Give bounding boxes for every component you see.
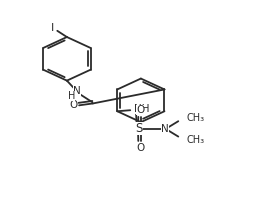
Text: H: H — [68, 91, 75, 101]
Text: N: N — [162, 124, 169, 134]
Text: CH₃: CH₃ — [186, 113, 204, 123]
Text: O: O — [136, 105, 144, 115]
Text: O: O — [136, 143, 144, 153]
Text: NH: NH — [134, 103, 150, 113]
Text: I: I — [51, 23, 54, 33]
Text: CH₃: CH₃ — [186, 135, 204, 145]
Text: N: N — [73, 86, 81, 96]
Text: S: S — [135, 122, 143, 135]
Text: O: O — [69, 99, 78, 110]
